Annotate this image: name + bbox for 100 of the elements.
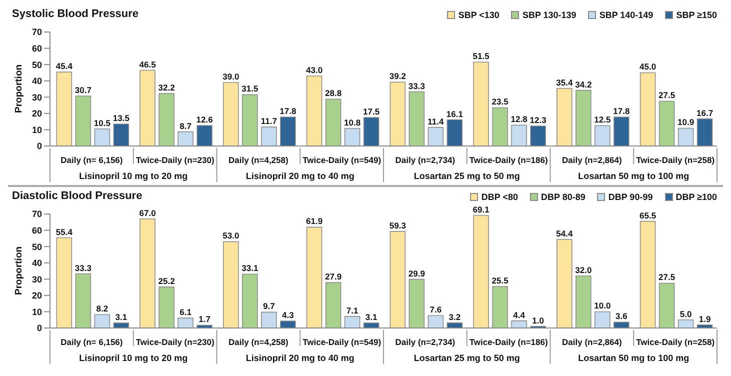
x-tick-label: Twice-Daily (n=549) <box>302 337 382 347</box>
data-label: 33.3 <box>408 80 426 91</box>
y-tick-label: 20 <box>32 108 42 119</box>
data-label: 4.3 <box>282 310 294 320</box>
data-label: 6.1 <box>180 307 192 318</box>
data-label: 27.5 <box>658 90 676 100</box>
data-label: 1.0 <box>532 315 544 326</box>
data-label: 8.7 <box>180 120 192 131</box>
data-label: 16.7 <box>696 108 714 118</box>
y-tick-label: 10 <box>32 306 42 317</box>
data-label: 8.2 <box>96 304 108 314</box>
y-tick-label: 10 <box>32 124 42 135</box>
data-label: 51.5 <box>472 51 490 62</box>
data-label: 12.5 <box>594 114 611 125</box>
data-label: 17.8 <box>613 106 630 116</box>
y-tick-label: 50 <box>32 60 42 70</box>
legend-label: SBP 140-149 <box>598 10 654 20</box>
data-label: 27.9 <box>325 272 342 282</box>
data-label: 35.4 <box>556 77 573 88</box>
data-label: 28.8 <box>325 88 342 98</box>
text: Losartan 50 mg to 100 mg <box>578 353 690 363</box>
y-axis-title: Proportion <box>13 246 24 295</box>
data-label: 31.5 <box>242 84 258 94</box>
legend-label: SBP ≥150 <box>675 10 717 20</box>
data-label: 10.9 <box>678 117 694 128</box>
text: Lisinopril 10 mg to 20 mg <box>79 171 188 181</box>
data-label: 5.0 <box>680 308 692 319</box>
x-tick-label: Twice-Daily (n=258) <box>636 155 715 165</box>
x-tick-label: Daily (n=2,734) <box>395 155 456 165</box>
chart-title: Diastolic Blood Pressure <box>12 190 142 202</box>
y-tick-label: 70 <box>32 27 42 38</box>
legend-label: DBP 80-89 <box>540 192 586 202</box>
legend-label: DBP ≥100 <box>674 192 717 202</box>
text: Lisinopril 10 mg to 20 mg <box>79 353 188 363</box>
y-tick-label: 70 <box>32 209 42 220</box>
text: Lisinopril 20 mg to 40 mg <box>246 353 354 363</box>
data-label: 34.2 <box>575 79 592 90</box>
data-label: 11.4 <box>428 116 444 126</box>
data-label: 29.9 <box>408 268 426 278</box>
chart-title: Systolic Blood Pressure <box>12 8 139 20</box>
y-tick-label: 30 <box>32 92 42 102</box>
text: Losartan 50 mg to 100 mg <box>578 171 690 181</box>
x-tick-label: Daily (n= 6,156) <box>60 337 123 347</box>
x-tick-label: Twice-Daily (n=258) <box>636 337 715 347</box>
data-label: 1.9 <box>698 314 711 324</box>
data-label: 3.2 <box>448 312 461 322</box>
data-label: 32.2 <box>158 82 176 93</box>
data-label: 1.7 <box>198 314 211 324</box>
data-label: 25.2 <box>158 276 176 286</box>
legend-label: DBP 90-99 <box>607 192 653 202</box>
data-label: 59.3 <box>389 220 406 230</box>
data-label: 11.7 <box>260 116 278 126</box>
data-label: 25.5 <box>492 275 509 286</box>
y-tick-label: 50 <box>32 242 42 252</box>
data-label: 17.8 <box>280 106 296 116</box>
legend-label: DBP <80 <box>480 192 518 202</box>
data-label: 43.0 <box>306 64 323 75</box>
data-label: 27.5 <box>658 272 676 282</box>
x-tick-label: Daily (n=2,864) <box>562 155 622 165</box>
y-tick-label: 40 <box>32 76 42 86</box>
data-label: 13.5 <box>112 113 130 124</box>
data-label: 10.0 <box>594 300 611 311</box>
data-label: 39.0 <box>222 71 240 82</box>
data-label: 55.4 <box>56 226 73 237</box>
x-tick-label: Daily (n=4,258) <box>228 155 288 165</box>
data-label: 45.4 <box>56 61 73 72</box>
x-tick-label: Twice-Daily (n=230) <box>136 155 214 165</box>
data-label: 45.0 <box>640 62 656 72</box>
y-tick-label: 20 <box>32 290 42 301</box>
x-tick-label: Twice-Daily (n=186) <box>469 337 548 347</box>
data-label: 54.4 <box>556 228 573 238</box>
x-tick-label: Twice-Daily (n=186) <box>469 155 548 165</box>
data-label: 10.8 <box>344 117 361 128</box>
y-tick-label: 60 <box>32 43 42 54</box>
data-label: 16.1 <box>446 108 464 119</box>
data-label: 23.5 <box>492 96 509 107</box>
data-label: 65.5 <box>640 210 656 220</box>
x-tick-label: Daily (n=2,734) <box>395 337 456 347</box>
data-label: 12.8 <box>510 114 528 124</box>
y-tick-label: 40 <box>32 258 42 268</box>
data-label: 30.7 <box>74 85 92 96</box>
data-label: 17.5 <box>363 106 380 116</box>
text: Lisinopril 20 mg to 40 mg <box>246 171 354 181</box>
data-label: 33.3 <box>74 262 92 273</box>
data-label: 33.1 <box>242 263 258 274</box>
x-tick-label: Twice-Daily (n=230) <box>136 337 214 347</box>
data-label: 46.5 <box>139 59 156 70</box>
data-label: 3.6 <box>616 311 628 322</box>
x-tick-label: Daily (n=2,864) <box>562 337 622 347</box>
data-label: 12.3 <box>530 114 547 125</box>
data-label: 53.0 <box>222 230 240 241</box>
data-label: 12.6 <box>196 114 214 124</box>
y-tick-label: 0 <box>36 141 42 152</box>
legend-label: SBP <130 <box>457 10 500 20</box>
legend-label: SBP 130-139 <box>521 10 576 20</box>
data-label: 61.9 <box>306 216 323 226</box>
data-label: 32.0 <box>575 264 592 275</box>
x-tick-label: Daily (n=4,258) <box>228 337 288 347</box>
data-label: 69.1 <box>472 204 490 214</box>
data-label: 7.1 <box>346 305 358 316</box>
